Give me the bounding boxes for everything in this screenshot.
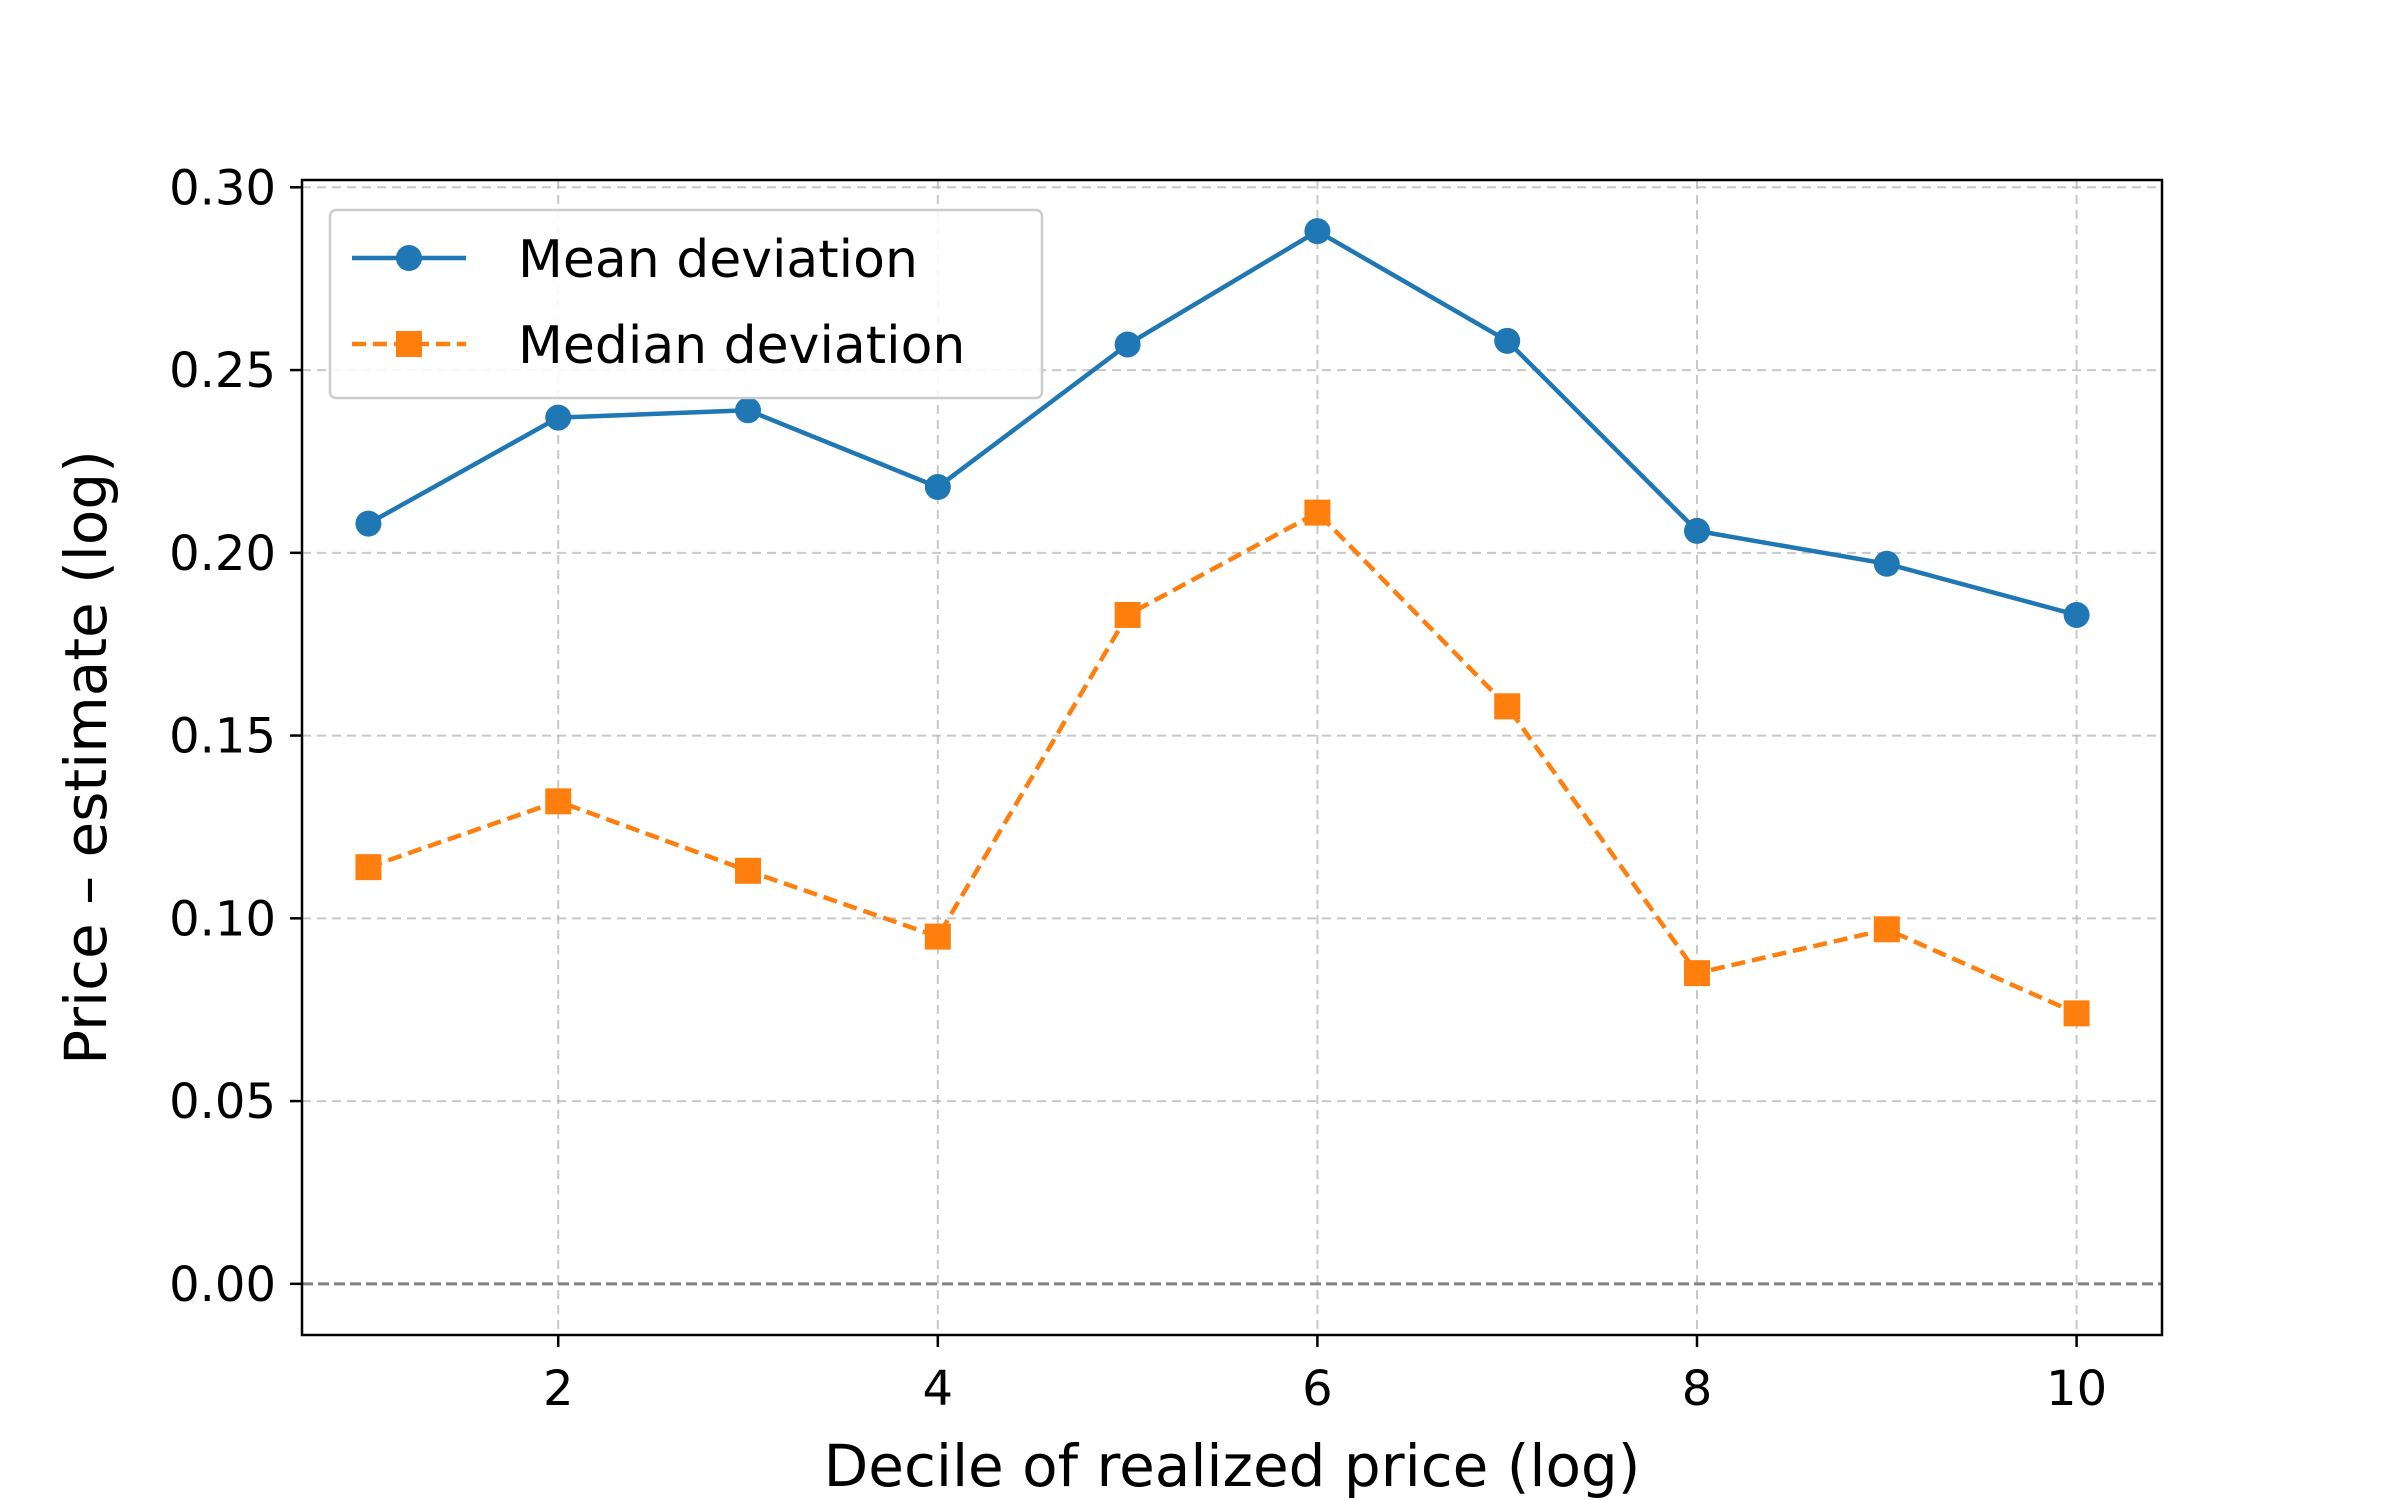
grid (302, 180, 2162, 1335)
x-axis: 2 4 6 8 10 (543, 1335, 2107, 1417)
y-axis: 0.00 0.05 0.10 0.15 0.20 0.25 0.30 (169, 160, 302, 1313)
legend-entry-median-deviation: Median deviation (352, 316, 965, 376)
data-point-mean-deviation (1494, 327, 1521, 354)
data-point-median-deviation (355, 854, 382, 881)
series-layer (355, 218, 2090, 1027)
data-point-mean-deviation (735, 397, 762, 424)
data-point-median-deviation (2063, 1000, 2090, 1027)
y-tick-label: 0.00 (169, 1257, 276, 1313)
x-tick-label: 8 (1682, 1361, 1713, 1417)
data-point-median-deviation (1304, 499, 1331, 526)
data-point-mean-deviation (1114, 331, 1141, 358)
data-point-median-deviation (1114, 601, 1141, 628)
legend: Mean deviation Median deviation (328, 208, 1044, 400)
x-tick-label: 10 (2046, 1361, 2107, 1417)
legend-marker-median-deviation (396, 331, 422, 357)
legend-entry-mean-deviation: Mean deviation (352, 230, 918, 290)
series-line-median-deviation (367, 510, 2078, 1016)
data-point-mean-deviation (1684, 517, 1710, 544)
data-point-median-deviation (1684, 960, 1710, 987)
data-point-median-deviation (1494, 693, 1521, 720)
series-median-deviation (355, 499, 2090, 1027)
legend-label-mean-deviation: Mean deviation (518, 230, 918, 290)
series-mean-deviation (355, 218, 2090, 628)
y-tick-label: 0.25 (169, 343, 276, 399)
x-tick-label: 4 (923, 1361, 954, 1417)
legend-box (328, 208, 1044, 400)
legend-label-median-deviation: Median deviation (518, 316, 965, 376)
data-point-mean-deviation (924, 474, 951, 501)
data-point-median-deviation (545, 788, 572, 815)
data-point-median-deviation (735, 857, 762, 884)
data-point-mean-deviation (1304, 218, 1331, 245)
series-line-mean-deviation (367, 228, 2078, 618)
data-point-mean-deviation (355, 510, 382, 537)
y-axis-label: Price – estimate (log) (52, 450, 120, 1065)
x-axis-label: Decile of realized price (log) (824, 1432, 1641, 1500)
data-point-median-deviation (1873, 916, 1900, 943)
data-point-mean-deviation (2063, 601, 2090, 628)
y-tick-label: 0.05 (169, 1074, 276, 1130)
x-tick-label: 2 (543, 1361, 574, 1417)
data-point-mean-deviation (545, 404, 572, 431)
plot-frame (300, 178, 2164, 1337)
y-tick-label: 0.20 (169, 526, 276, 582)
y-tick-label: 0.30 (169, 160, 276, 216)
data-point-median-deviation (924, 923, 951, 950)
y-tick-label: 0.10 (169, 891, 276, 947)
y-tick-label: 0.15 (169, 709, 276, 765)
x-tick-label: 6 (1302, 1361, 1333, 1417)
legend-marker-mean-deviation (396, 245, 422, 271)
data-point-mean-deviation (1873, 550, 1900, 577)
